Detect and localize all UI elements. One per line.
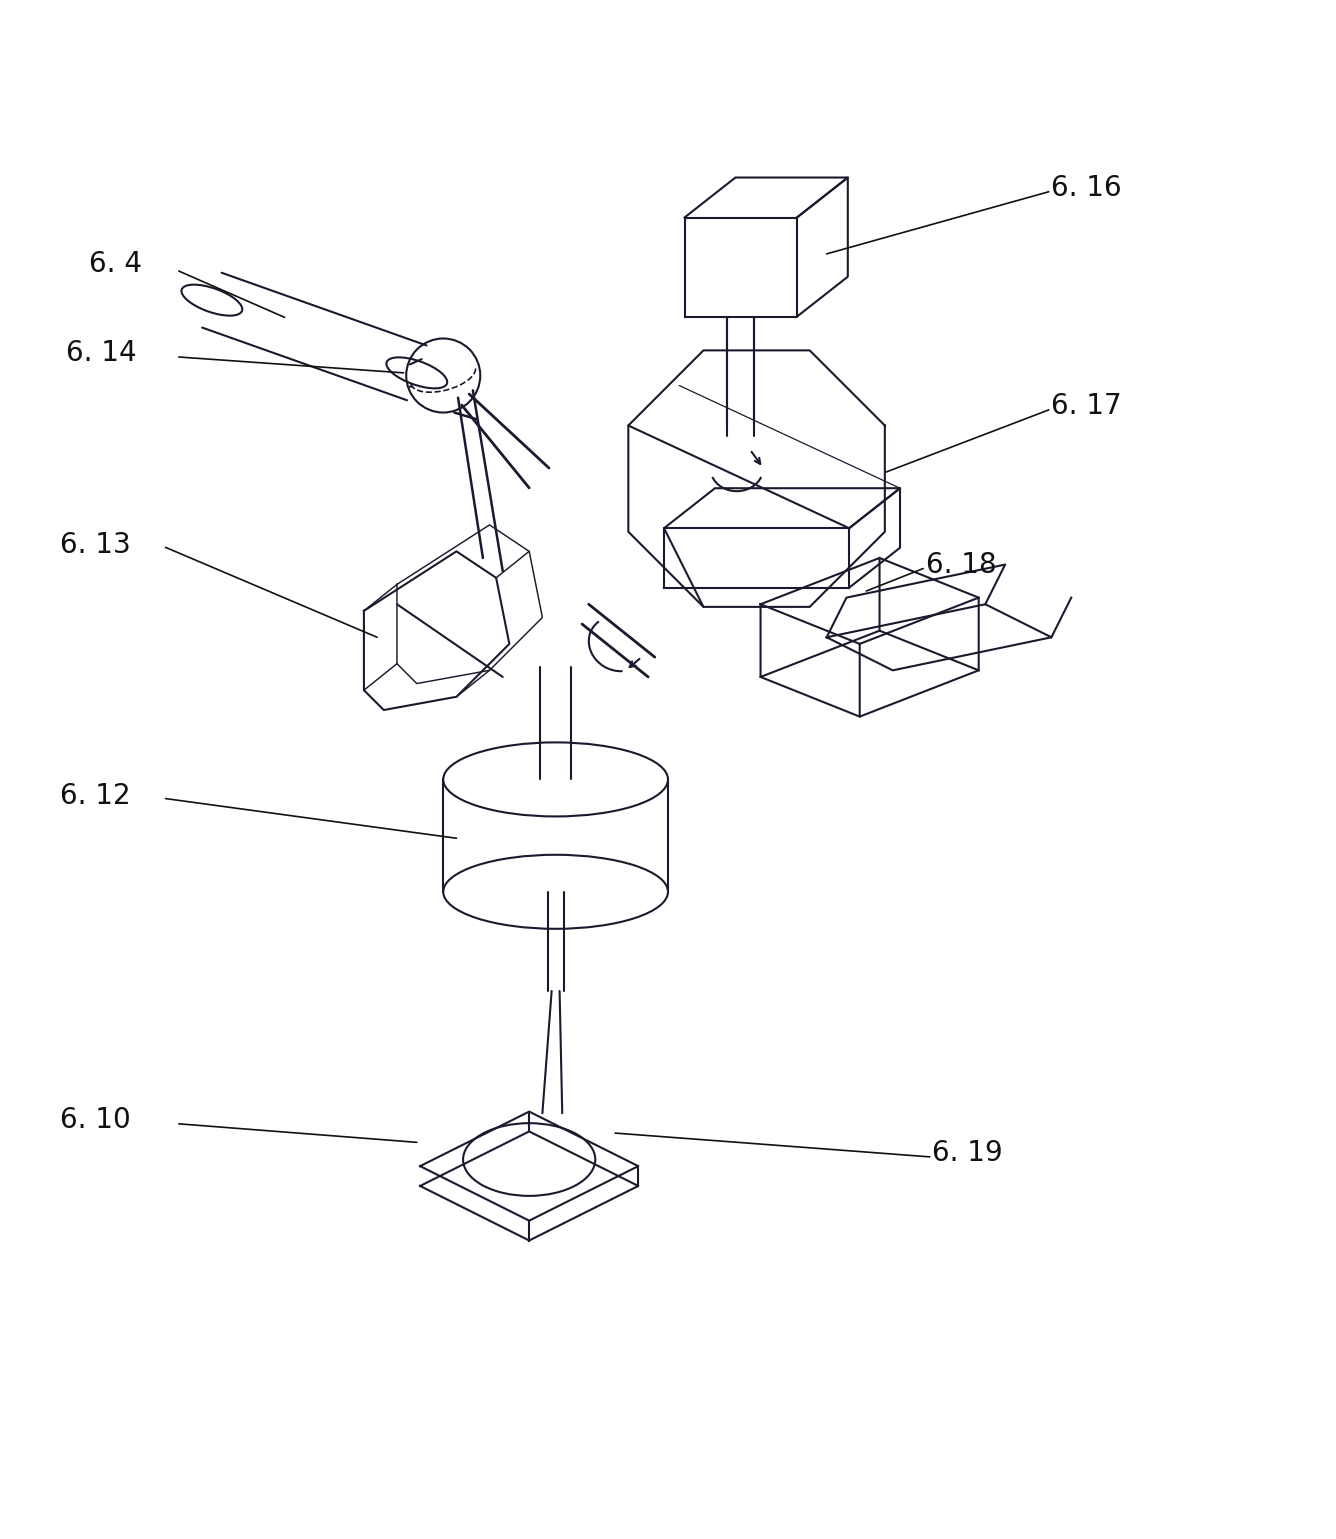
Text: 6. 13: 6. 13 [60, 531, 131, 559]
Text: 6. 4: 6. 4 [90, 251, 142, 279]
Text: 6. 16: 6. 16 [1051, 174, 1122, 202]
Text: 6. 14: 6. 14 [67, 339, 138, 366]
Text: 6. 12: 6. 12 [60, 782, 131, 810]
Text: 6. 19: 6. 19 [933, 1139, 1003, 1167]
Text: 6. 17: 6. 17 [1051, 392, 1122, 420]
Text: 6. 10: 6. 10 [60, 1107, 131, 1134]
Text: 6. 18: 6. 18 [926, 551, 997, 579]
